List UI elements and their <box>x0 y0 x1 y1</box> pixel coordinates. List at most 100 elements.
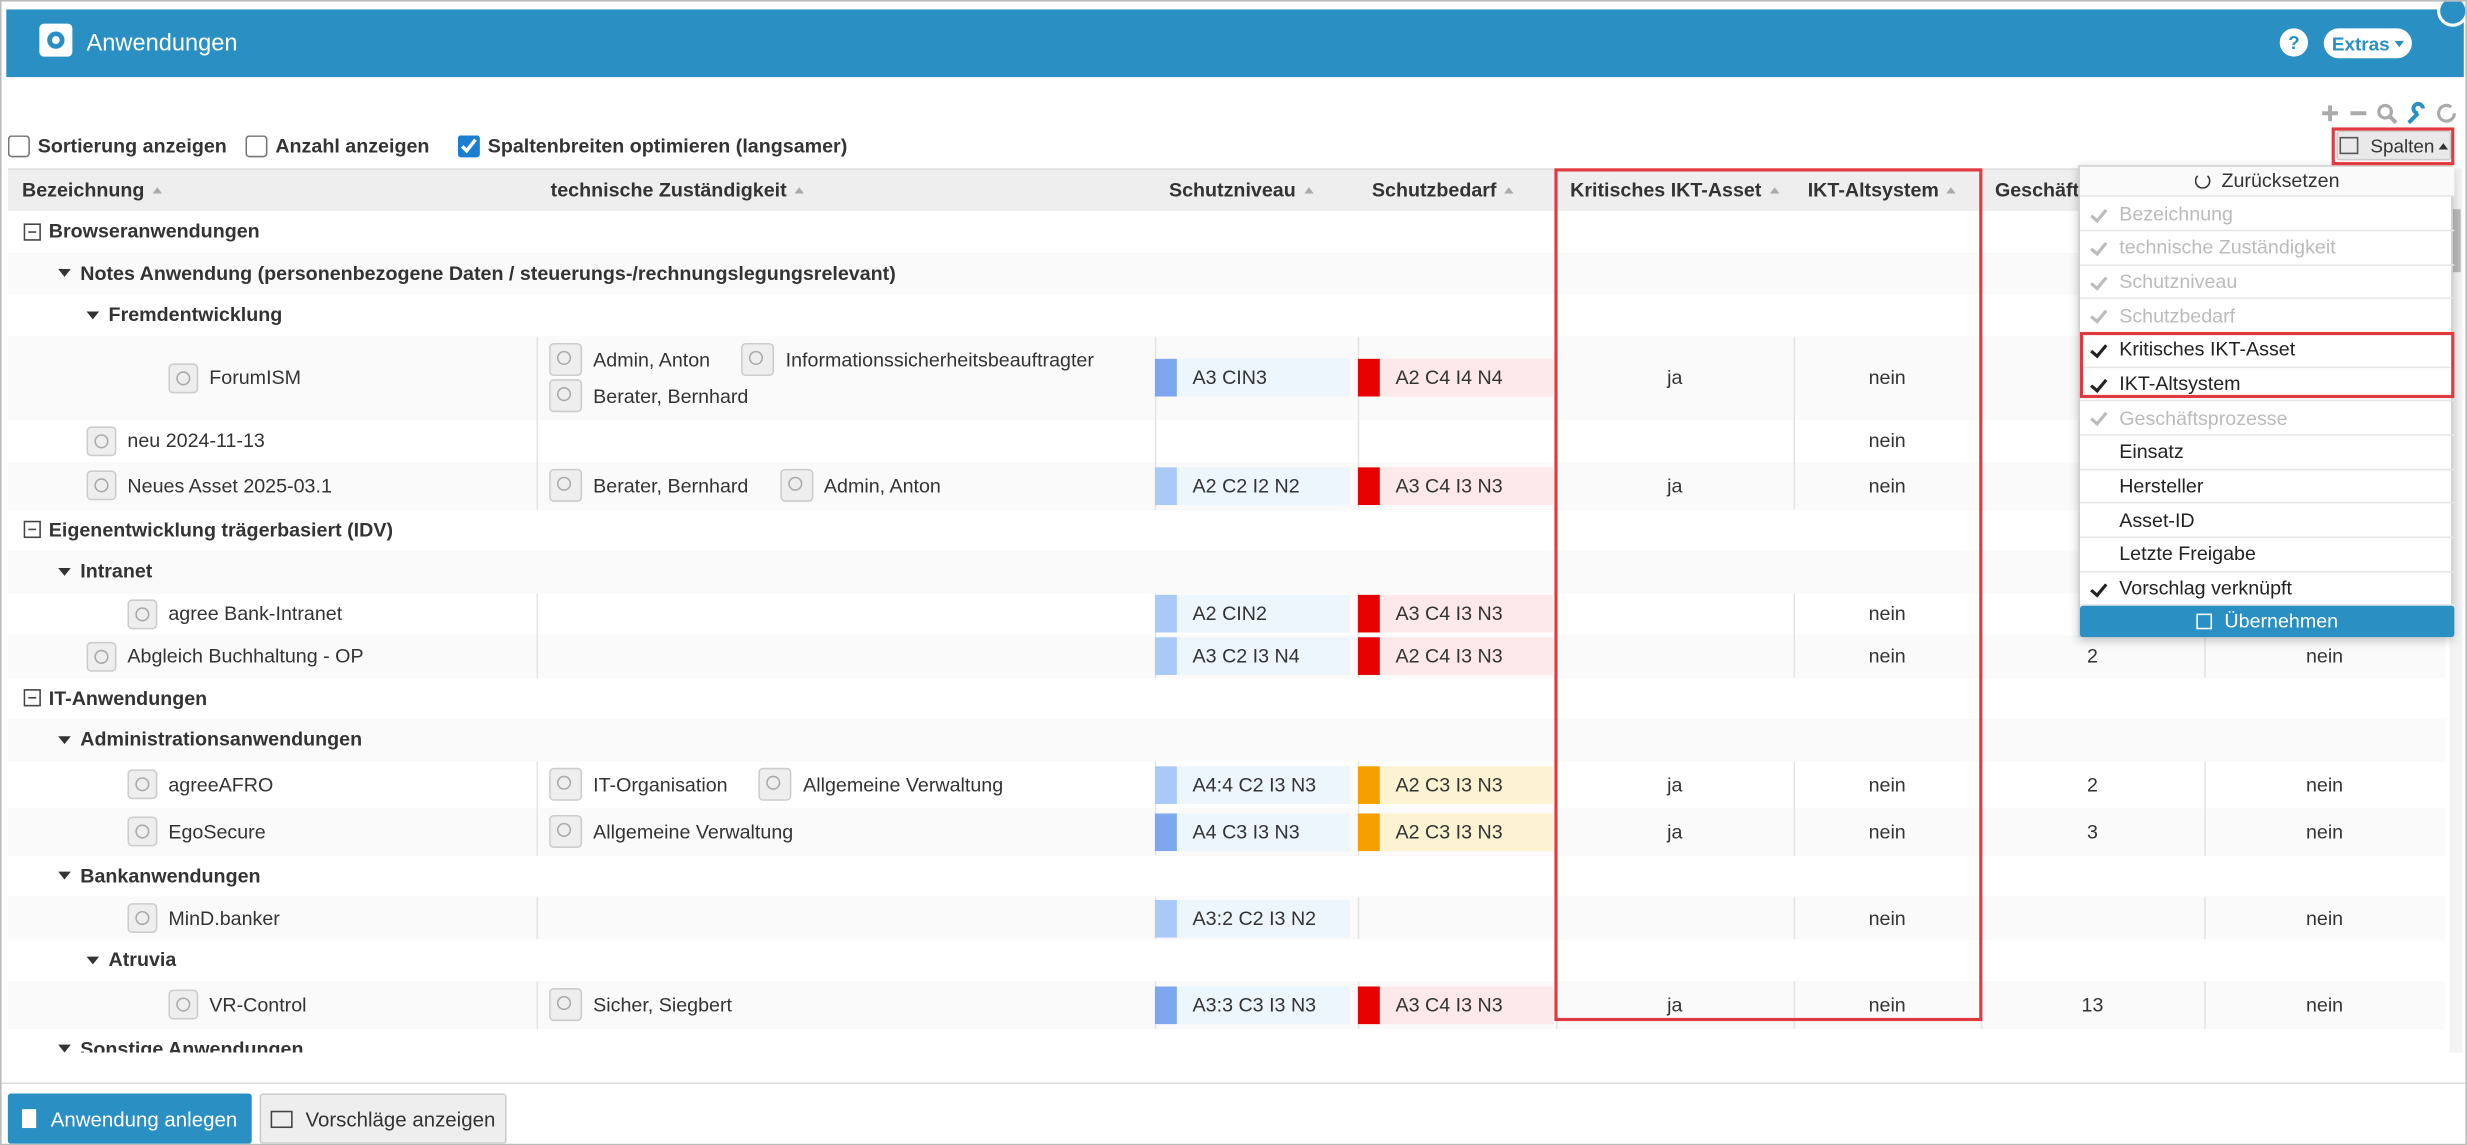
check-mark <box>2090 578 2108 597</box>
column-option-label: Vorschlag verknüpft <box>2119 577 2292 600</box>
column-option[interactable]: Hersteller <box>2079 470 2455 504</box>
value-cell: nein <box>1868 773 1906 796</box>
item-label: Abgleich Buchhaltung - OP <box>86 635 364 677</box>
schutzbedarf-bar <box>1357 765 1380 804</box>
column-header: Schutzbedarf <box>1357 169 1572 211</box>
item-icon <box>168 362 199 393</box>
column-option: Bezeichnung <box>2079 197 2455 232</box>
group-title: Eigenentwicklung trägerbasiert (IDV) <box>48 518 394 541</box>
column-option[interactable]: Letzte Freigabe <box>2079 538 2455 573</box>
check-mark <box>2090 272 2108 291</box>
expand-caret <box>86 956 100 965</box>
item-label: VR-Control <box>168 981 307 1028</box>
column-option[interactable]: Einsatz <box>2079 436 2455 470</box>
option-checkbox[interactable] <box>245 134 268 157</box>
apply-label: Übernehmen <box>2224 610 2339 633</box>
person-icon <box>549 342 583 377</box>
group-label: Administrationsanwendungen <box>58 719 362 761</box>
suggestions-button[interactable]: Vorschläge anzeigen <box>259 1093 507 1144</box>
item-icon <box>86 425 117 456</box>
item-icon <box>168 989 199 1020</box>
option[interactable]: Anzahl anzeigen <box>245 132 457 159</box>
help-button[interactable]: ? <box>2279 28 2309 57</box>
option[interactable]: Spaltenbreiten optimieren (langsamer) <box>457 132 1087 159</box>
item-row: agreeAFRO IT-Organisation Allgemeine Verwa… <box>7 760 2445 810</box>
option-checkbox[interactable] <box>7 134 30 157</box>
column-option[interactable]: Asset-ID <box>2079 504 2455 538</box>
option-label: Spaltenbreiten optimieren (langsamer) <box>487 134 848 157</box>
value-cell: nein <box>1868 474 1906 497</box>
schutzniveau-text: A3 C2 I3 N4 <box>1192 645 1300 668</box>
cell-border <box>536 461 539 509</box>
item-label: ForumISM <box>168 336 301 419</box>
group-label: IT-Anwendungen <box>23 677 207 719</box>
schutzniveau-text: A4:4 C2 I3 N3 <box>1192 773 1317 796</box>
option-checkbox[interactable] <box>457 134 480 157</box>
highlight-columns <box>1554 168 1983 1022</box>
group-row: IT-Anwendungen <box>7 677 2445 721</box>
item-icon <box>127 598 158 629</box>
contacts <box>549 897 1147 939</box>
option[interactable]: Sortierung anzeigen <box>7 132 246 159</box>
role-icon <box>741 342 775 377</box>
cell-border <box>1793 807 1796 856</box>
contacts: IT-Organisation Allgemeine Verwaltung <box>549 761 1147 808</box>
item-row: agree Bank-Intranet A2 CIN2 A3 C4 I3 N3 nei… <box>7 592 2445 637</box>
column-option[interactable]: Kritisches IKT-Asset <box>2079 334 2455 368</box>
reset-item[interactable]: Zurücksetzen <box>2079 166 2455 197</box>
item-title[interactable]: ForumISM <box>209 366 302 389</box>
contact: Allgemeine Verwaltung <box>759 767 1003 801</box>
value-cell: nein <box>2305 993 2344 1016</box>
item-row: Neues Asset 2025-03.1 Berater, Bernhard Ad… <box>7 461 2445 511</box>
expand-caret <box>58 872 71 880</box>
group-label: Notes Anwendung (personenbezogene Daten … <box>58 253 896 295</box>
folder-row: Intranet <box>7 550 2445 594</box>
value-cell: nein <box>1868 429 1906 452</box>
create-label: Anwendung anlegen <box>50 1106 238 1131</box>
schutzbedarf-text: A2 C4 I3 N3 <box>1395 645 1503 668</box>
contact-name: IT-Organisation <box>593 773 728 796</box>
role-icon <box>549 767 583 801</box>
schutzbedarf-bar <box>1357 637 1380 675</box>
column-title: Schutzniveau <box>1168 179 1296 202</box>
group-title: Atruvia <box>108 949 177 972</box>
cell-border <box>2204 807 2206 856</box>
column-option-label: Hersteller <box>2119 475 2204 498</box>
extras-button[interactable]: Extras <box>2323 28 2412 59</box>
item-title[interactable]: Abgleich Buchhaltung - OP <box>127 645 364 668</box>
apply-icon <box>2196 613 2212 630</box>
contact-name: Admin, Anton <box>593 348 711 371</box>
cell-border <box>536 335 539 420</box>
item-title[interactable]: MinD.banker <box>168 907 280 930</box>
schutzniveau-bar <box>1154 358 1177 397</box>
item-title[interactable]: VR-Control <box>209 993 307 1016</box>
schutzniveau-bar <box>1154 594 1177 633</box>
schutzbedarf-bar <box>1357 985 1380 1024</box>
schutzniveau: A3 C2 I3 N4 <box>1154 637 1350 675</box>
column-title: Bezeichnung <box>22 179 145 202</box>
apply-button[interactable]: Übernehmen <box>2079 605 2455 638</box>
schutzniveau-text: A2 C2 I2 N2 <box>1192 474 1300 497</box>
item-title[interactable]: Neues Asset 2025-03.1 <box>127 474 332 497</box>
item-title[interactable]: neu 2024-11-13 <box>127 429 265 452</box>
contacts: Admin, Anton Informationssicherheitsbeauf… <box>549 336 1147 419</box>
option-label: Anzahl anzeigen <box>275 134 430 157</box>
schutzbedarf-text: A3 C4 I3 N3 <box>1395 993 1503 1016</box>
group-label: Atruvia <box>86 939 177 981</box>
item-title[interactable]: agree Bank-Intranet <box>168 602 343 625</box>
columns-button[interactable]: Spalten <box>2336 130 2452 161</box>
value-cell: 2 <box>2087 645 2098 668</box>
item-title[interactable]: agreeAFRO <box>168 773 274 796</box>
create-button[interactable]: Anwendung anlegen <box>7 1093 252 1144</box>
schutzniveau-bar <box>1154 637 1177 675</box>
schutzniveau-bar <box>1154 985 1177 1024</box>
column-option[interactable]: Vorschlag verknüpft <box>2079 572 2455 607</box>
schutzbedarf-bar <box>1357 812 1380 851</box>
column-option-label: Schutzniveau <box>2119 270 2238 293</box>
item-row: Abgleich Buchhaltung - OP A3 C2 I3 N4 A2 C… <box>7 634 2445 679</box>
column-option[interactable]: IKT-Altsystem <box>2079 368 2455 402</box>
folder-row: Atruvia <box>7 939 2445 983</box>
options: Sortierung anzeigen Anzahl anzeigen Spalte… <box>7 132 1087 159</box>
close-button[interactable] <box>2437 1 2466 27</box>
item-title[interactable]: EgoSecure <box>168 820 266 843</box>
